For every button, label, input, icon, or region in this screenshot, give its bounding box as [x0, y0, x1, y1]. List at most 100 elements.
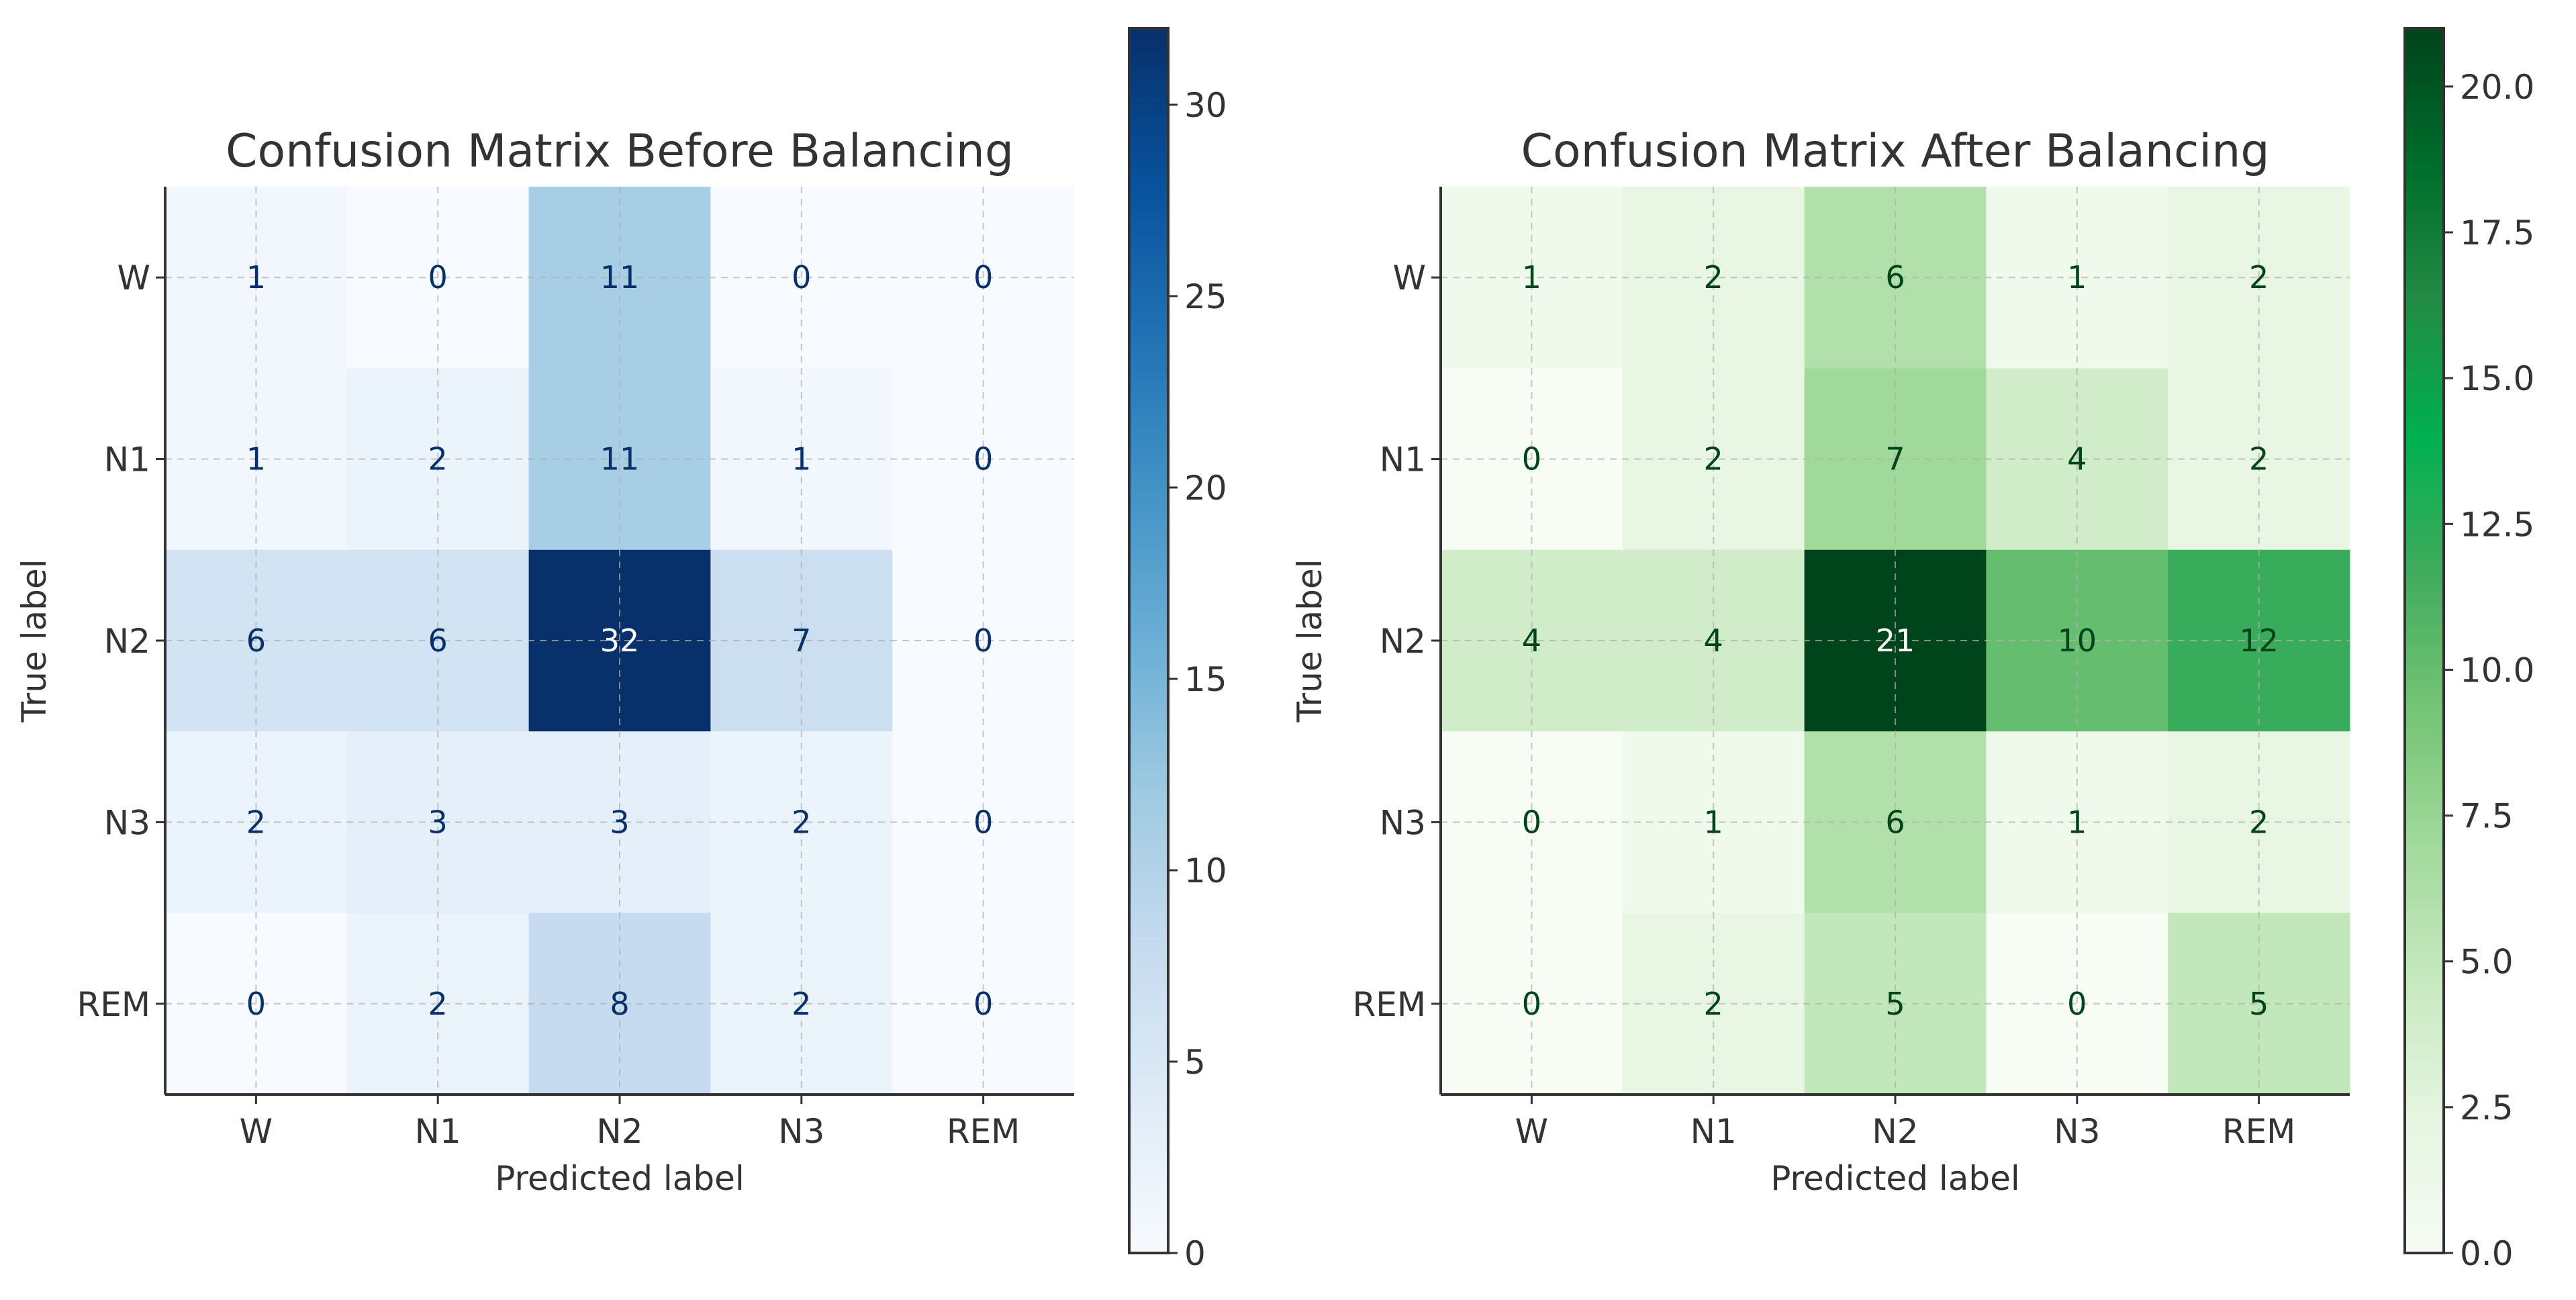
after-cell — [2168, 913, 2350, 1095]
after-cell-label: 0 — [1522, 986, 1541, 1022]
after-cell-label: 12 — [2239, 622, 2279, 659]
after-cell — [1986, 913, 2168, 1095]
before-colorbar-tick-label: 15 — [1184, 660, 1227, 699]
before-chart-title: Confusion Matrix Before Balancing — [226, 125, 1014, 178]
after-y-tick-label: REM — [1353, 985, 1426, 1024]
after-cell — [1804, 731, 1987, 914]
after-cell-label: 7 — [1885, 441, 1905, 477]
before-cell — [892, 913, 1075, 1095]
after-cell-label: 4 — [2067, 441, 2087, 477]
before-cell-label: 6 — [428, 622, 448, 659]
before-cell-label: 2 — [246, 804, 266, 840]
after-cell — [1622, 731, 1805, 914]
after-cell-label: 2 — [1704, 259, 1723, 295]
before-cell-label: 32 — [600, 622, 640, 659]
after-cell-label: 0 — [2067, 986, 2087, 1022]
after-cell-label: 21 — [1876, 622, 1915, 659]
after-x-axis-label: Predicted label — [1770, 1159, 2020, 1198]
before-y-axis-label: True label — [15, 559, 54, 723]
after-cell-label: 1 — [2067, 259, 2087, 295]
after-cell-label: 10 — [2058, 622, 2097, 659]
before-cell — [710, 731, 893, 914]
after-chart-title: Confusion Matrix After Balancing — [1521, 125, 2270, 178]
after-colorbar-tick-label: 5.0 — [2460, 943, 2514, 982]
after-cell-label: 2 — [2249, 804, 2269, 840]
before-cell-label: 1 — [792, 441, 811, 477]
after-cell — [2168, 731, 2350, 914]
after-x-tick-label: N3 — [2054, 1112, 2100, 1151]
before-cell-label: 0 — [973, 622, 993, 659]
before-y-tick-label: REM — [77, 985, 150, 1024]
after-colorbar-tick-label: 12.5 — [2460, 505, 2534, 544]
before-x-axis-label: Predicted label — [495, 1159, 745, 1198]
before-colorbar-tick-label: 10 — [1184, 851, 1227, 890]
before-cell-label: 1 — [246, 441, 266, 477]
before-cell-label: 1 — [246, 259, 266, 295]
before-cell-label: 0 — [973, 441, 993, 477]
before-x-tick-label: REM — [947, 1112, 1020, 1151]
before-cell-label: 0 — [428, 259, 448, 295]
after-cell-label: 4 — [1522, 622, 1541, 659]
after-cell-label: 6 — [1885, 804, 1905, 840]
before-cell-label: 0 — [973, 804, 993, 840]
after-cell-label: 2 — [1704, 441, 1723, 477]
before-colorbar-tick-label: 25 — [1184, 277, 1227, 316]
after-cell-label: 5 — [1885, 986, 1905, 1022]
before-x-tick-label: N1 — [415, 1112, 461, 1151]
after-x-tick-label: REM — [2222, 1112, 2295, 1151]
after-cell-label: 4 — [1704, 622, 1723, 659]
before-cell-label: 2 — [428, 441, 448, 477]
before-cell — [346, 913, 530, 1095]
after-y-tick-label: N1 — [1380, 440, 1426, 479]
after-x-tick-label: N1 — [1690, 1112, 1737, 1151]
before-colorbar-tick-label: 0 — [1184, 1234, 1206, 1273]
before-colorbar-tick-label: 20 — [1184, 469, 1227, 508]
after-cell-label: 1 — [2067, 804, 2087, 840]
after-colorbar-tick-label: 7.5 — [2460, 797, 2514, 836]
before-x-tick-label: W — [240, 1112, 273, 1151]
after-y-tick-label: N3 — [1380, 803, 1426, 842]
after-colorbar — [2403, 27, 2445, 1254]
before-cell-label: 11 — [600, 441, 640, 477]
after-cell-label: 2 — [2249, 441, 2269, 477]
after-colorbar-tick-label: 2.5 — [2460, 1088, 2514, 1127]
after-y-axis-label: True label — [1290, 559, 1329, 723]
before-cell — [892, 731, 1075, 914]
before-cell-label: 0 — [246, 986, 266, 1022]
after-y-tick-label: W — [1393, 259, 1426, 297]
after-colorbar-tick-label: 20.0 — [2460, 68, 2534, 107]
before-colorbar — [1128, 27, 1170, 1254]
after-cell — [1804, 913, 1987, 1095]
before-cell-label: 3 — [610, 804, 629, 840]
before-cell-label: 6 — [246, 622, 266, 659]
before-y-tick-label: N2 — [104, 622, 150, 661]
after-cell-label: 5 — [2249, 986, 2269, 1022]
after-colorbar-tick-label: 10.0 — [2460, 651, 2534, 690]
before-cell-label: 2 — [792, 804, 811, 840]
after-cell — [1986, 731, 2168, 914]
after-cell-label: 2 — [2249, 259, 2269, 295]
after-cell-label: 6 — [1885, 259, 1905, 295]
after-cell-label: 0 — [1522, 441, 1541, 477]
before-y-tick-label: N1 — [104, 440, 150, 479]
before-cell-label: 0 — [973, 986, 993, 1022]
after-cell-label: 1 — [1522, 259, 1541, 295]
before-cell-label: 11 — [600, 259, 640, 295]
before-colorbar-tick-label: 5 — [1184, 1043, 1206, 1082]
before-cell-label: 0 — [973, 259, 993, 295]
before-cell — [710, 913, 893, 1095]
before-cell-label: 0 — [792, 259, 811, 295]
after-y-tick-label: N2 — [1380, 622, 1426, 661]
before-cell-label: 8 — [610, 986, 629, 1022]
after-cell — [1622, 913, 1805, 1095]
after-colorbar-tick-label: 0.0 — [2460, 1234, 2514, 1273]
before-colorbar-tick-label: 30 — [1184, 86, 1227, 125]
after-colorbar-tick-label: 15.0 — [2460, 359, 2534, 398]
after-cell-label: 2 — [1704, 986, 1723, 1022]
after-cell-label: 1 — [1704, 804, 1723, 840]
before-x-tick-label: N3 — [778, 1112, 824, 1151]
before-cell — [528, 913, 711, 1095]
